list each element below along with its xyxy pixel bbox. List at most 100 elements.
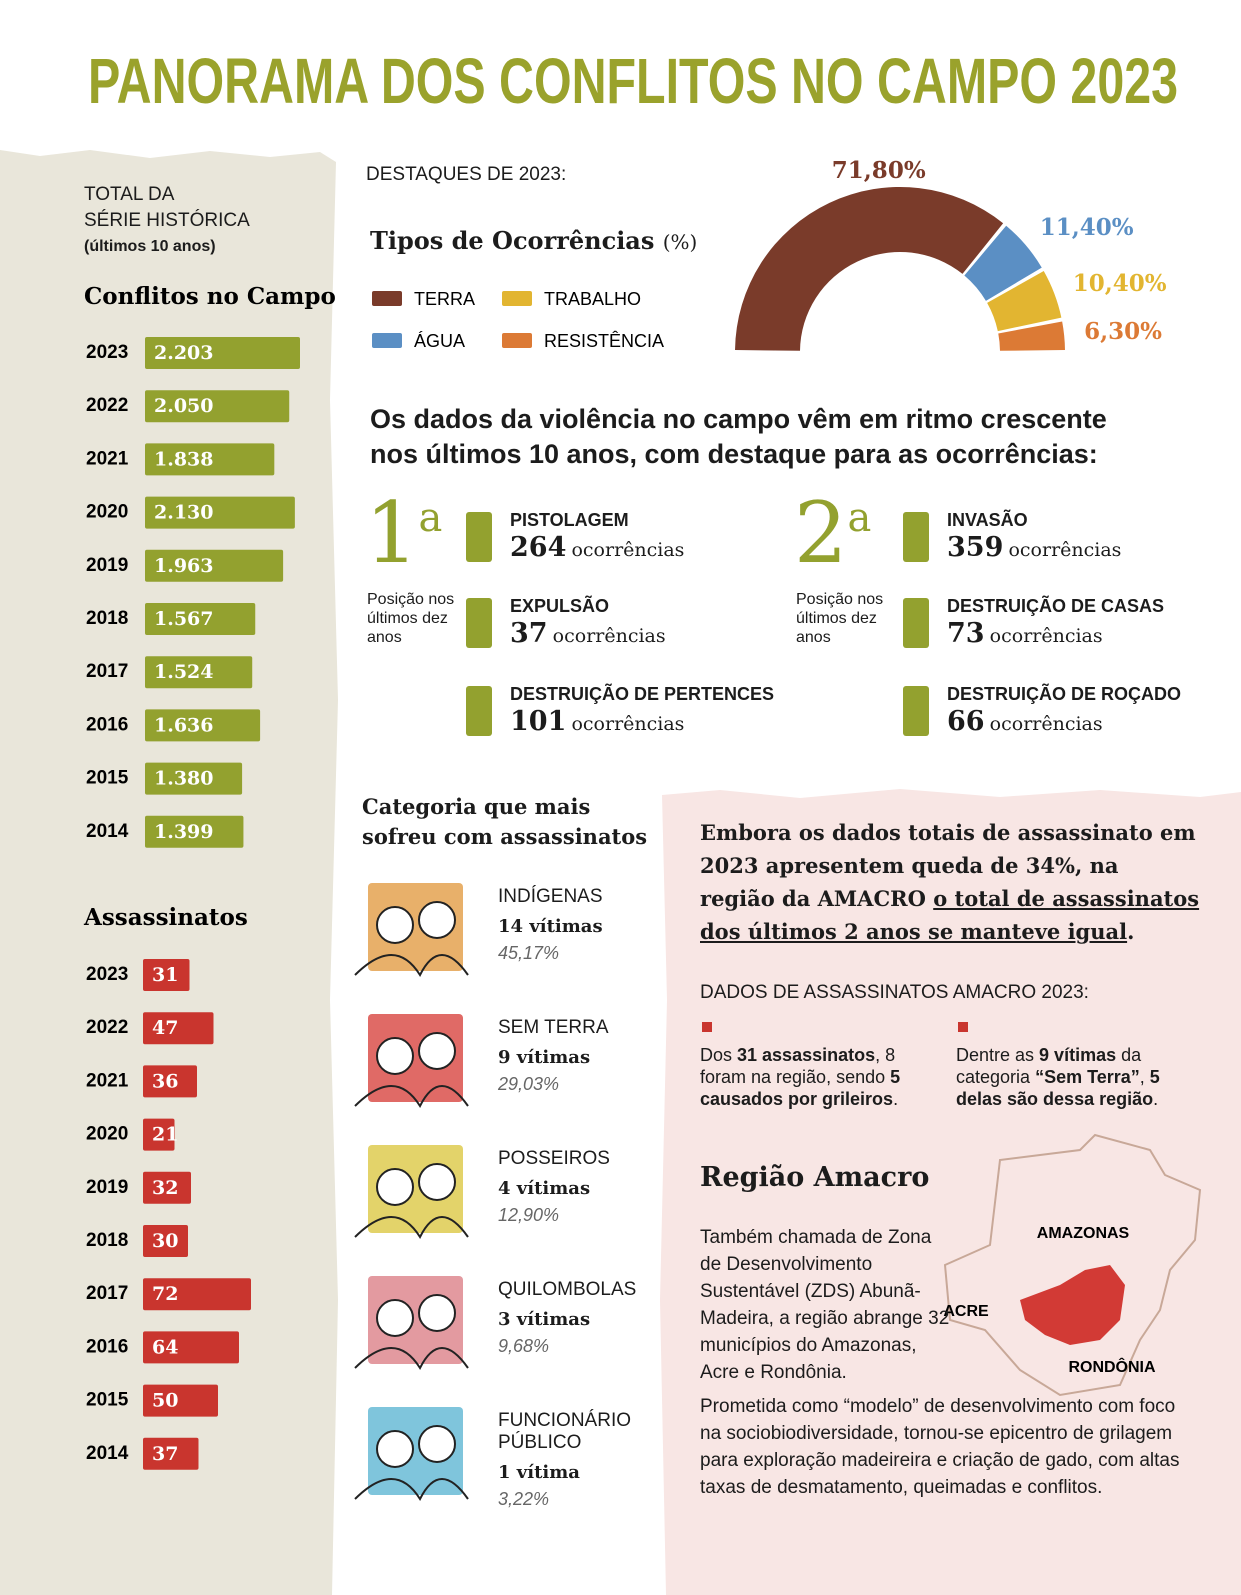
victim-count: 3 vítimas [498,1309,591,1330]
bar [145,390,290,423]
unit: ocorrências [1008,539,1122,561]
bar [145,709,261,742]
bullet-marker [958,1022,968,1032]
sidebar-heading: TOTAL DA SÉRIE HISTÓRICA (últimos 10 ano… [84,182,250,260]
statement-part: . [1127,919,1135,944]
heading-sub: (últimos 10 anos) [84,238,216,255]
map-outline [943,1133,1202,1397]
bar-label: 2.050 [154,395,214,417]
victim-share: 9,68% [498,1336,550,1356]
rank-caption: Posição nos últimos dez anos [796,591,884,646]
illustration-body [354,1216,469,1240]
year-label: 2021 [86,448,129,469]
donut-segment [987,270,1062,332]
year-label: 2017 [86,1283,128,1304]
year-label: 2021 [86,1070,129,1091]
bar-label: 32 [152,1177,178,1199]
map-label: AMAZONAS [1037,1225,1130,1242]
count: 37 [510,618,548,649]
donut-segment [735,187,1004,351]
bar-label: 21 [152,1124,178,1146]
illustration-face [418,1163,456,1201]
rank-ordinal: a [847,495,872,541]
bar [143,1437,199,1470]
bullet-part: 5 causados por grileiros [700,1067,901,1109]
donut-label: 6,30% [1084,318,1162,345]
donut-segment [998,321,1065,351]
item-name: EXPULSÃO [510,596,610,616]
bar-label: 36 [152,1070,178,1092]
illustration-face [376,1168,414,1206]
year-label: 2017 [86,661,128,682]
victim-block: QUILOMBOLAS 3 vítimas 9,68% [498,1279,658,1357]
count: 359 [947,532,1004,563]
bullet-part: da categoria [956,1045,1142,1087]
bar [145,656,253,689]
victim-count: 9 vítimas [498,1047,591,1068]
year-label: 2016 [86,714,128,735]
bar-label: 30 [152,1230,178,1252]
bar-label: 1.399 [154,821,214,843]
victim-name: QUILOMBOLAS [498,1279,637,1300]
illustration-body [354,1347,469,1371]
bullet-part: 5 delas são dessa região [956,1067,1160,1109]
unit: ocorrências [989,713,1103,735]
unit: ocorrências [552,625,666,647]
region-title: Região Amacro [700,1162,930,1193]
legend-swatch [502,291,532,306]
rank-position: 1 [365,484,419,582]
victim-block: FUNCIONÁRIO PÚBLICO 1 vítima 3,22% [498,1410,658,1510]
item-name: DESTRUIÇÃO DE ROÇADO [947,684,1182,704]
bar [143,1331,239,1364]
year-label: 2018 [86,1230,128,1251]
victim-block: SEM TERRA 9 vítimas 29,03% [498,1017,658,1095]
year-label: 2019 [86,555,128,576]
donut-title: Tipos de Ocorrências (%) [370,226,697,255]
item-count: 37 ocorrências [510,618,666,649]
victims-title: Categoria que mais sofreu com assassinat… [362,794,648,849]
highlights-label: DESTAQUES DE 2023: [366,164,567,185]
bar [145,603,256,635]
illustration-face [376,1299,414,1337]
bullet-part: 31 assassinatos [737,1045,876,1065]
count: 101 [510,706,567,737]
unit: ocorrências [571,713,685,735]
bar-label: 2.130 [154,502,214,524]
chart-title: Conflitos no Campo [84,283,336,310]
year-label: 2020 [86,1124,128,1145]
count: 264 [510,532,567,563]
legend-label: TRABALHO [544,289,641,309]
year-label: 2014 [86,821,129,842]
bullet-part: Dos [700,1045,738,1065]
rank-position: 2 [794,484,848,582]
bullet-text: Dentre as 9 vítimas da categoria “Sem Te… [956,1044,1196,1110]
statement-part: Embora os dados totais de assassinato em… [700,820,1196,911]
map-label: ACRE [943,1303,989,1320]
bar-label: 31 [152,964,178,986]
year-label: 2023 [86,342,128,363]
bar [143,1118,175,1151]
statement-part: o total de assassinatos dos últimos 2 an… [700,886,1200,944]
donut-label: 11,40% [1040,214,1134,241]
item-count: 359 ocorrências [947,532,1121,563]
item-name: PISTOLAGEM [510,510,629,530]
rank-icon [466,686,492,736]
illustration-face [376,1037,414,1075]
victim-share: 45,17% [498,943,560,963]
page-title: PANORAMA DOS CONFLITOS NO CAMPO 2023 [88,45,1178,117]
bullet-text: Dos 31 assassinatos, 8 foram na região, … [700,1044,940,1110]
illustration-body [354,1478,469,1502]
bar [143,1384,218,1417]
donut-title-text: Tipos de Ocorrências [370,226,655,255]
bar-label: 1.380 [154,768,214,790]
illustration-face [418,901,456,939]
rank-icon [903,512,929,562]
victim-count: 1 vítima [498,1462,580,1483]
illustration-face [418,1425,456,1463]
count: 73 [947,618,985,649]
donut-title-unit: (%) [662,230,698,254]
bar [145,337,300,369]
year-label: 2020 [86,502,128,523]
bar [145,815,244,848]
rank-icon [903,598,929,648]
